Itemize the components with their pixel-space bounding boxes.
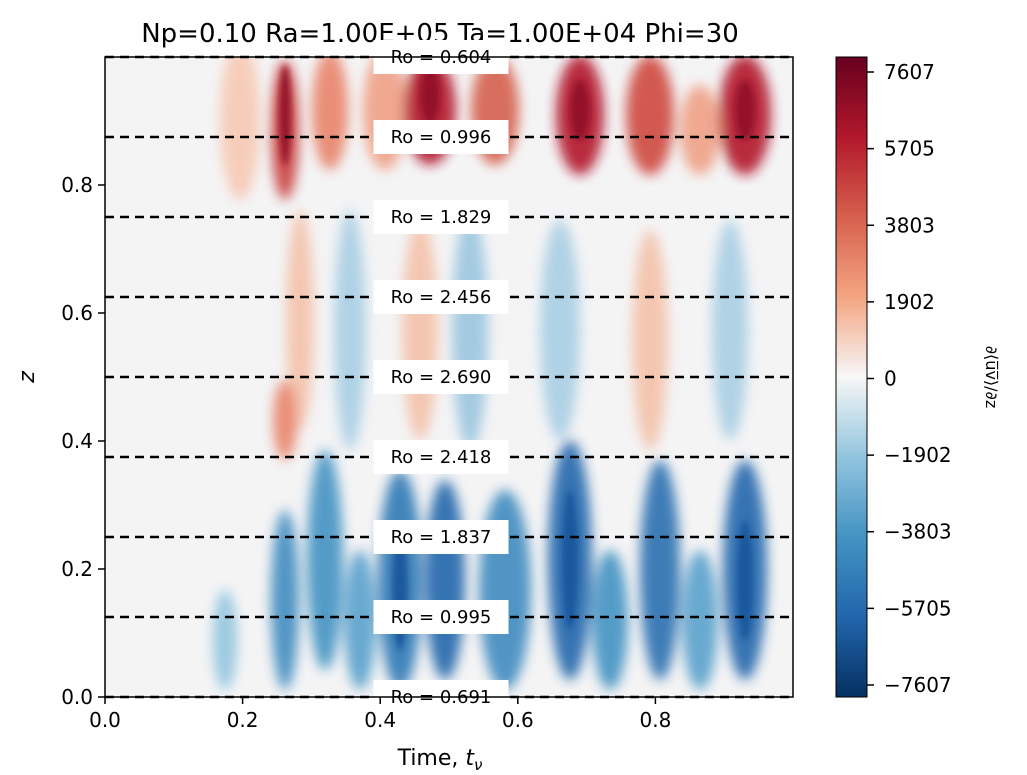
ro-label: Ro = 0.996 bbox=[391, 127, 492, 148]
ro-label-box bbox=[373, 600, 509, 634]
colorbar-tick-label: 3803 bbox=[884, 213, 935, 237]
y-tick-label: 0.0 bbox=[61, 685, 93, 709]
ro-label-box bbox=[373, 440, 509, 474]
ro-label-box bbox=[373, 520, 509, 554]
ro-label: Ro = 1.837 bbox=[391, 527, 492, 548]
x-axis-label-subscript: ν bbox=[474, 756, 482, 774]
colorbar bbox=[835, 56, 868, 698]
plot-frame bbox=[104, 56, 794, 698]
ro-label-box bbox=[373, 200, 509, 234]
ro-label-box bbox=[373, 360, 509, 394]
x-axis-ticks: 0.0 0.2 0.4 0.6 0.8 bbox=[89, 697, 671, 732]
y-tick-label: 0.2 bbox=[61, 557, 93, 581]
colorbar-tick-label: 5705 bbox=[884, 137, 935, 161]
y-axis-label: z bbox=[15, 371, 40, 384]
y-tick-label: 0.4 bbox=[61, 429, 93, 453]
x-tick-label: 0.8 bbox=[639, 708, 671, 732]
ro-label: Ro = 2.690 bbox=[391, 367, 492, 388]
ro-label: Ro = 1.829 bbox=[391, 207, 492, 228]
y-tick-label: 0.6 bbox=[61, 301, 93, 325]
x-tick-label: 0.4 bbox=[364, 708, 396, 732]
ro-label: Ro = 0.995 bbox=[391, 607, 492, 628]
colorbar-label: ∂⟨u̅v̅⟩/∂z bbox=[982, 346, 1001, 408]
y-axis-ticks: 0.0 0.2 0.4 0.6 0.8 bbox=[61, 173, 105, 709]
x-axis-label-text: Time, bbox=[397, 746, 466, 771]
ro-label-box bbox=[373, 280, 509, 314]
x-tick-label: 0.6 bbox=[502, 708, 534, 732]
colorbar-tick-label: 1902 bbox=[884, 290, 935, 314]
ro-label: Ro = 2.456 bbox=[391, 287, 492, 308]
colorbar-tick-label: 0 bbox=[884, 367, 897, 391]
x-axis-label-symbol: t bbox=[465, 746, 475, 771]
ro-label-box bbox=[373, 120, 509, 154]
ro-label: Ro = 2.418 bbox=[391, 447, 492, 468]
colorbar-tick-label: −3803 bbox=[884, 520, 952, 544]
colorbar-tick-label: 7607 bbox=[884, 60, 935, 84]
colorbar-ticks: 7607 5705 3803 1902 0 −1902 −3803 −5705 −7607 bbox=[867, 60, 952, 697]
colorbar-tick-label: −5705 bbox=[884, 596, 952, 620]
y-tick-label: 0.8 bbox=[61, 173, 93, 197]
colorbar-tick-label: −1902 bbox=[884, 443, 952, 467]
x-tick-label: 0.2 bbox=[227, 708, 259, 732]
x-tick-label: 0.0 bbox=[89, 708, 121, 732]
colorbar-tick-label: −7607 bbox=[884, 673, 952, 697]
x-axis-label: Time, tν bbox=[397, 746, 483, 774]
